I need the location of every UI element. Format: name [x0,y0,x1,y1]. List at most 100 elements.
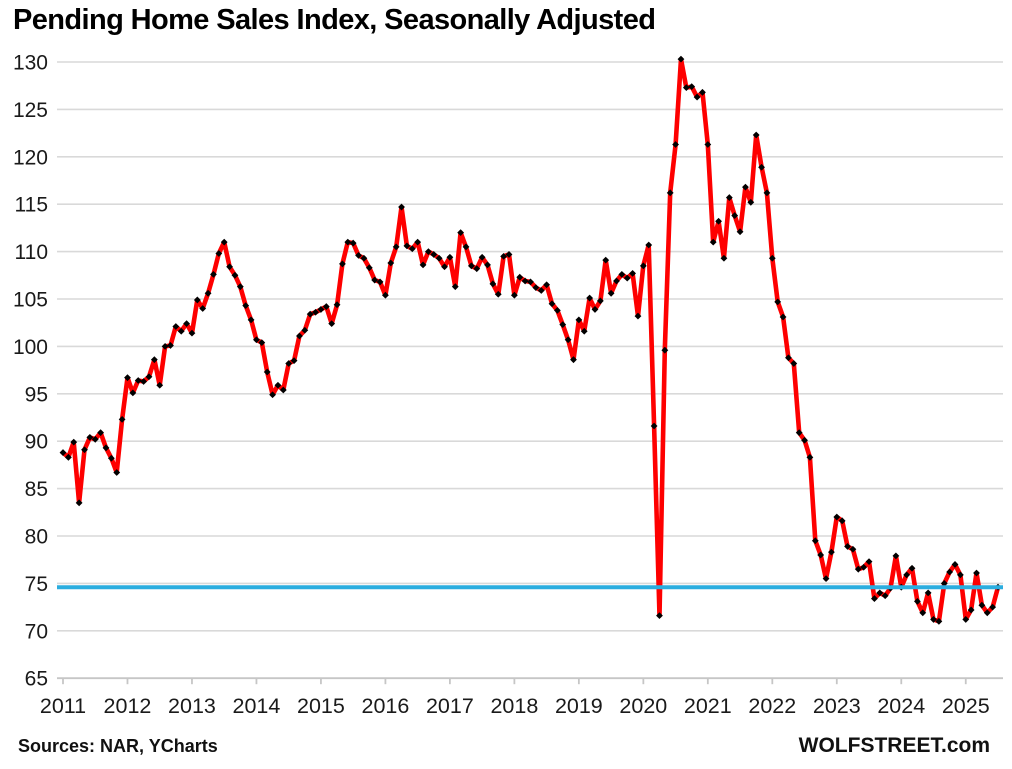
data-point [682,84,690,91]
data-point [253,336,260,344]
data-point [193,296,201,304]
data-point [269,391,276,399]
data-point [962,616,970,623]
x-tick-label-2025: 2025 [942,694,990,718]
data-point [876,589,884,597]
data-point [392,243,400,251]
data-point [177,327,185,335]
data-point [478,253,486,261]
data-point [828,548,835,556]
gridlines [57,61,1003,680]
data-point [860,563,868,571]
data-point [806,453,814,461]
data-point [360,254,368,262]
data-point [913,598,921,605]
data-point [543,281,551,289]
data-point [263,368,271,376]
x-axis: 2011 2012 2013 2014 2015 2016 2017 2018 2019 2020… [40,678,990,718]
y-tick-label-95: 95 [25,383,48,406]
data-point [854,565,862,573]
data-point [833,513,841,521]
data-point [613,277,620,285]
x-tick-label-2023: 2023 [813,694,861,718]
data-point [86,434,94,441]
data-point [462,243,470,251]
data-point [258,339,266,347]
data-point [903,571,911,579]
data-point [666,189,674,197]
data-point [747,198,755,206]
data-point [704,141,712,148]
data-point [204,289,212,297]
data-point [500,252,508,260]
data-point [521,277,529,285]
data-point [736,228,744,236]
data-point [973,569,980,577]
data-point [236,283,244,291]
data-point [419,261,427,269]
data-point [940,580,948,587]
data-point [586,294,594,302]
data-point [355,251,362,259]
data-point [387,259,395,267]
data-point [376,278,384,286]
data-point [618,270,626,278]
data-point [983,609,991,617]
y-tick-label-80: 80 [25,526,48,549]
data-point [296,332,303,340]
data-point [602,256,610,264]
y-tick-label-110: 110 [15,241,48,264]
data-point [919,609,927,617]
data-point [113,469,121,476]
data-point [844,543,851,550]
data-point [274,381,282,389]
data-point [596,297,604,305]
data-point [935,617,943,625]
data-point [881,592,889,600]
data-point [946,568,954,576]
data-point [339,260,346,268]
data-point [892,552,900,560]
data-point [494,290,502,298]
x-tick-label-2015: 2015 [297,694,345,718]
y-tick-label-90: 90 [25,431,48,454]
data-point [247,316,255,324]
data-point [699,88,706,96]
x-tick-label-2018: 2018 [490,694,538,718]
data-point [763,189,771,197]
sources-note: Sources: NAR, YCharts [18,736,218,756]
data-point [505,251,513,258]
data-point [656,612,663,620]
data-point [967,606,975,614]
y-tick-label-125: 125 [13,99,48,122]
data-point [285,360,293,367]
x-tick-label-2024: 2024 [877,694,925,718]
data-point [129,389,137,397]
data-point [167,342,174,349]
data-point [532,284,540,292]
y-tick-label-130: 130 [13,52,48,75]
data-point [322,303,330,310]
x-tick-label-2011: 2011 [40,694,86,718]
data-point [908,564,916,572]
data-point [553,306,561,314]
data-point [70,438,78,446]
y-tick-label-100: 100 [13,336,48,359]
data-point [758,163,765,171]
data-point [349,239,357,247]
data-point [731,212,739,219]
data-point [473,265,481,273]
data-point [81,446,88,454]
data-point-markers [59,55,1002,625]
site-credit: WOLFSTREET.com [798,734,990,757]
data-point [430,251,438,258]
data-point [720,254,728,262]
data-point [575,316,583,324]
data-point [930,616,937,623]
data-point [156,381,164,389]
data-point [215,250,223,257]
y-tick-label-75: 75 [25,573,48,596]
data-point [527,278,534,286]
data-point [801,436,808,444]
x-tick-label-2022: 2022 [748,694,796,718]
